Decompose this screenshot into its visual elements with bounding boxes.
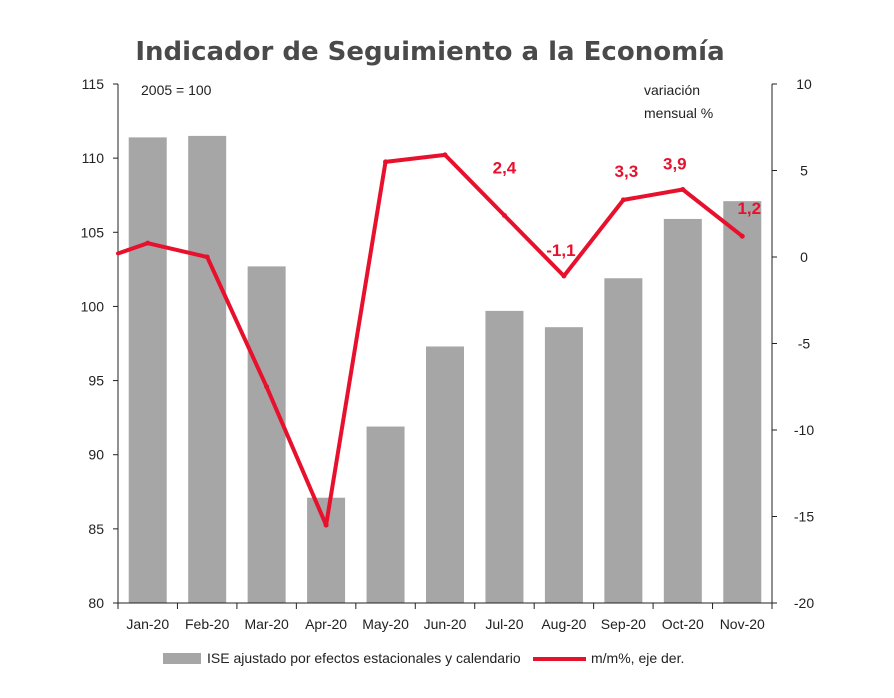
left-axis-note: 2005 = 100 [141,82,212,98]
line-mom-change [116,152,745,528]
left-tick-label: 90 [88,447,104,463]
bar-jul-20 [485,310,524,603]
left-tick-label: 100 [81,298,105,314]
legend-label-bars: ISE ajustado por efectos estacionales y … [207,650,521,666]
x-tick-label: Jul-20 [485,616,523,632]
bar-nov-20 [723,201,762,603]
line-point-jul-20 [501,212,507,218]
bar-feb-20 [188,135,227,603]
right-axis-note-line2: mensual % [644,105,713,121]
left-tick-label: 110 [82,150,105,166]
left-tick-label: 95 [88,373,104,389]
left-tick-label: 85 [88,521,104,537]
x-tick-label: Jan-20 [126,616,169,632]
line-point-apr-20 [323,522,329,528]
x-tick-label: Apr-20 [305,616,347,632]
chart-title: Indicador de Seguimiento a la Economía [135,37,724,67]
line-point-oct-20 [680,187,686,193]
line-point-mar-20 [264,384,270,390]
x-tick-label: Mar-20 [244,616,289,632]
line-point-nov-20 [739,233,745,239]
legend-swatch-bars [163,653,201,664]
x-tick-label: May-20 [362,616,409,632]
legend-label-line: m/m%, eje der. [591,650,684,666]
right-tick-label: 10 [796,76,812,92]
x-tick-label: Sep-20 [601,616,646,632]
bar-may-20 [366,426,405,603]
right-tick-label: -10 [794,422,814,438]
x-tick-label: Aug-20 [541,616,586,632]
left-tick-label: 115 [82,76,105,92]
bar-mar-20 [247,266,286,603]
line-point-may-20 [383,159,389,165]
x-tick-label: Jun-20 [424,616,467,632]
legend: ISE ajustado por efectos estacionales y … [163,650,684,666]
line-point-jan-20 [145,240,151,246]
bar-jun-20 [426,346,464,603]
bar-series [128,135,762,603]
line-point-sep-20 [620,197,626,203]
right-tick-label: -20 [794,595,814,611]
x-tick-label: Oct-20 [662,616,704,632]
line-point-jun-20 [442,152,448,158]
x-tick-label: Feb-20 [185,616,230,632]
bar-aug-20 [544,327,583,603]
left-tick-label: 80 [88,595,104,611]
data-label-aug-20: -1,1 [546,241,575,260]
data-label-oct-20: 3,9 [663,155,687,174]
axes: 80 85 90 95 100 105 110 115 -20 -15 -10 -5 0 5 10 Jan-2… [81,76,815,632]
line-point-aug-20 [561,273,567,279]
x-tick-label: Nov-20 [720,616,765,632]
line-series: 2,4 -1,1 3,3 3,9 1,2 [116,152,761,528]
right-axis-note-line1: variación [644,82,700,98]
bar-jan-20 [128,137,167,603]
left-tick-label: 105 [81,224,105,240]
data-label-jul-20: 2,4 [493,158,517,177]
data-label-nov-20: 1,2 [737,199,761,218]
line-point-feb-20 [204,254,210,260]
data-label-sep-20: 3,3 [615,162,639,181]
right-tick-label: -15 [794,509,814,525]
bar-sep-20 [604,278,643,603]
right-tick-label: 0 [800,249,808,265]
bar-oct-20 [663,218,702,603]
right-tick-label: 5 [800,163,808,179]
right-tick-label: -5 [798,336,811,352]
